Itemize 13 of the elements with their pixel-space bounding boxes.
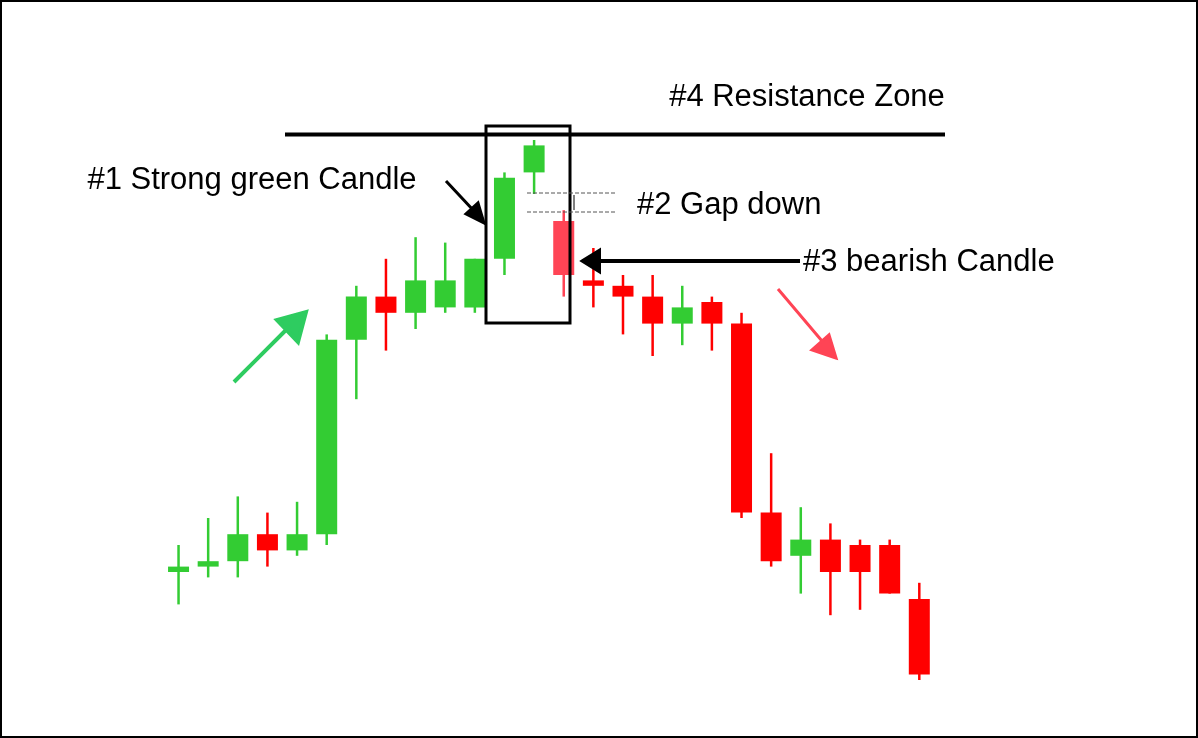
candlestick	[168, 543, 190, 606]
annotation: #3 bearish Candle	[803, 243, 1055, 278]
candlestick	[286, 500, 308, 558]
candlestick	[197, 516, 219, 579]
annotation: #2 Gap down	[637, 186, 822, 221]
candlestick	[612, 273, 634, 336]
annotation: #1 Strong green Candle	[87, 161, 417, 196]
candlestick	[790, 505, 812, 595]
candlestick	[375, 257, 397, 352]
candlestick	[256, 511, 278, 568]
candlestick	[671, 284, 693, 347]
candlestick	[701, 295, 723, 352]
ref-line-label: #4 Resistance Zone	[669, 77, 945, 113]
